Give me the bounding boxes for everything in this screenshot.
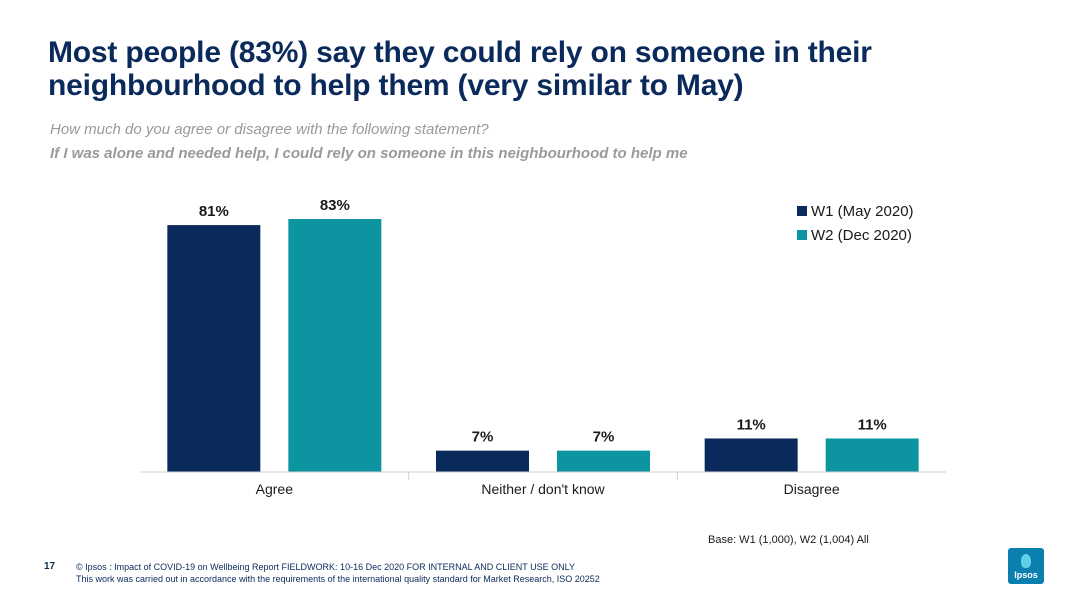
survey-question: How much do you agree or disagree with t… (50, 121, 489, 138)
category-label-2: Disagree (784, 481, 840, 497)
data-label-w2-0: 83% (320, 197, 350, 214)
footer: © Ipsos : Impact of COVID-19 on Wellbein… (76, 561, 936, 585)
category-label-1: Neither / don't know (481, 481, 605, 497)
legend-item-w1: W1 (May 2020) (797, 199, 914, 223)
slide-title: Most people (83%) say they could rely on… (48, 36, 872, 102)
bar-w2-1 (557, 450, 650, 472)
data-label-w2-2: 11% (858, 416, 887, 433)
legend-label-w1: W1 (May 2020) (811, 202, 914, 220)
footer-copyright: © Ipsos : Impact of COVID-19 on Wellbein… (76, 562, 575, 572)
bar-w1-1 (436, 450, 529, 472)
legend-swatch-w2 (797, 230, 807, 240)
ipsos-logo: Ipsos (1008, 548, 1044, 584)
logo-mark-icon (1021, 554, 1031, 568)
footer-iso-note: This work was carried out in accordance … (76, 574, 600, 584)
bar-w2-2 (825, 438, 919, 472)
data-label-w1-0: 81% (199, 203, 229, 220)
data-label-w1-1: 7% (472, 429, 494, 446)
data-label-w1-2: 11% (737, 416, 766, 433)
page-number: 17 (44, 561, 56, 572)
legend-label-w2: W2 (Dec 2020) (811, 226, 912, 244)
chart-legend: W1 (May 2020) W2 (Dec 2020) (797, 199, 914, 247)
legend-swatch-w1 (797, 206, 807, 216)
base-note: Base: W1 (1,000), W2 (1,004) All (708, 534, 869, 546)
legend-item-w2: W2 (Dec 2020) (797, 223, 914, 247)
category-label-0: Agree (256, 481, 294, 497)
bar-w2-0 (288, 219, 382, 472)
bar-w1-0 (167, 225, 261, 472)
data-label-w2-1: 7% (593, 429, 615, 446)
bar-w1-2 (704, 438, 798, 472)
logo-text: Ipsos (1014, 570, 1038, 580)
survey-statement: If I was alone and needed help, I could … (50, 145, 688, 162)
